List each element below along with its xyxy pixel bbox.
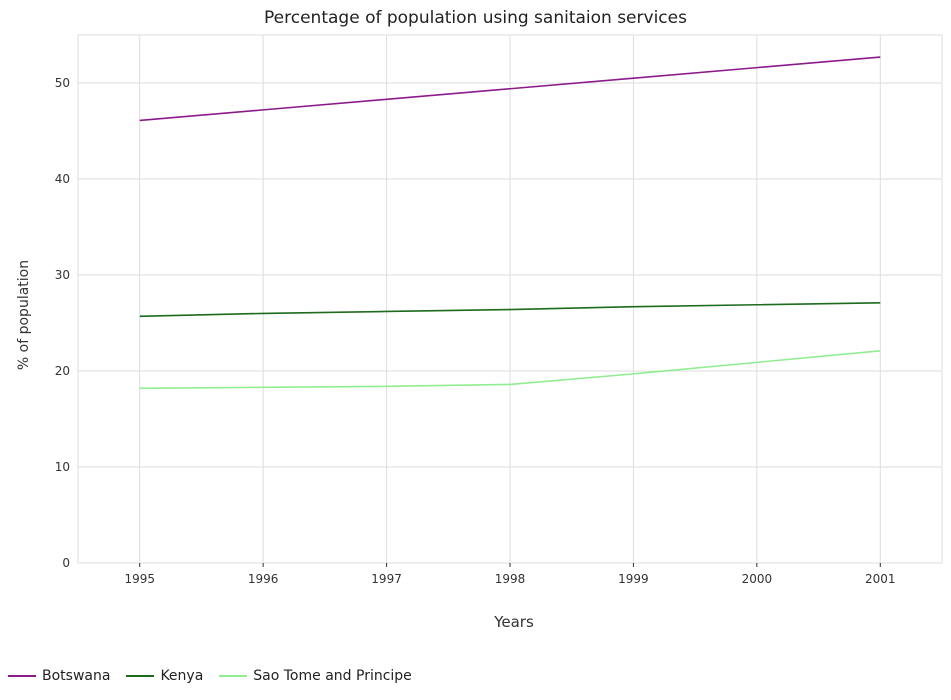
y-tick-label: 50	[55, 76, 70, 90]
legend-label-botswana: Botswana	[42, 668, 111, 684]
x-tick-label: 1999	[618, 572, 649, 586]
legend-swatch-kenya	[126, 675, 155, 677]
series-line-sao-tome-and-principe	[139, 350, 881, 390]
x-tick-label: 1995	[124, 572, 155, 586]
chart-title: Percentage of population using sanitaion…	[264, 8, 687, 28]
y-axis-label: % of population	[16, 260, 32, 370]
series-line-kenya	[139, 302, 881, 318]
y-tick-label: 30	[55, 268, 70, 282]
legend-item-sao-tome: Sao Tome and Principe	[219, 668, 412, 684]
legend-item-kenya: Kenya	[126, 668, 203, 684]
x-axis-label: Years	[493, 613, 534, 631]
x-tick-label: 1997	[371, 572, 402, 586]
legend-swatch-sao-tome	[219, 675, 248, 677]
x-tick-label: 2001	[865, 572, 896, 586]
legend: Botswana Kenya Sao Tome and Principe	[8, 668, 428, 684]
legend-item-botswana: Botswana	[8, 668, 110, 684]
y-tick-label: 0	[62, 556, 70, 570]
x-tick-label: 2000	[742, 572, 773, 586]
x-tick-label: 1998	[495, 572, 526, 586]
y-tick-label: 20	[55, 364, 70, 378]
y-tick-label: 10	[55, 460, 70, 474]
x-tick-label: 1996	[248, 572, 279, 586]
legend-swatch-botswana	[8, 675, 36, 677]
y-tick-label: 40	[55, 172, 70, 186]
legend-label-kenya: Kenya	[160, 668, 204, 684]
legend-label-sao-tome: Sao Tome and Principe	[253, 668, 412, 684]
series-line-botswana	[139, 56, 881, 122]
